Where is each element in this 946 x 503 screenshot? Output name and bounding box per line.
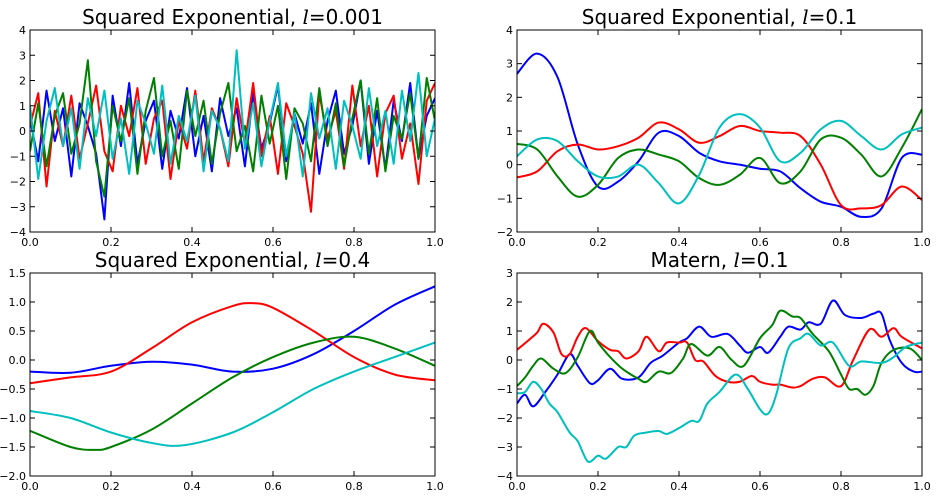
x-tick-label: 1.0: [426, 236, 444, 249]
y-tick-label: −1.0: [0, 412, 26, 425]
title-prefix: Matern,: [651, 248, 734, 272]
series-line-2: [30, 82, 435, 213]
axes-frame: [516, 272, 923, 477]
x-tick-label: 0.8: [345, 236, 363, 249]
subplot-title: Matern, l=0.1: [651, 248, 789, 272]
series-line-4: [30, 49, 435, 180]
y-tick-label: 3: [19, 49, 26, 62]
y-tick-label: 0.5: [9, 325, 27, 338]
x-tick-label: 0.4: [183, 480, 201, 493]
y-tick-label: −3: [10, 201, 26, 214]
y-tick-label: −2.0: [0, 470, 26, 483]
x-tick-label: 0.2: [102, 480, 120, 493]
subplot-title: Squared Exponential, l=0.1: [582, 5, 857, 29]
series-line-4: [517, 113, 922, 205]
series-line-1: [517, 52, 922, 219]
y-tick-label: −1: [497, 192, 513, 205]
x-tick-label: 0.0: [508, 480, 526, 493]
y-tick-label: 1: [506, 325, 513, 338]
y-tick-label: 1.5: [9, 267, 27, 280]
y-tick-label: −1: [497, 383, 513, 396]
title-value: =0.4: [322, 248, 371, 272]
x-tick-label: 0.6: [264, 480, 282, 493]
axes-frame: [29, 272, 436, 477]
title-param: l: [733, 248, 739, 272]
title-value: =0.1: [740, 248, 789, 272]
x-tick-label: 0.8: [832, 480, 850, 493]
series-line-2: [517, 322, 922, 389]
subplot-title: Squared Exponential, l=0.001: [82, 5, 383, 29]
x-tick-label: 0.6: [751, 480, 769, 493]
title-value: =0.001: [309, 5, 383, 29]
series-line-2: [517, 121, 922, 211]
y-tick-label: 3: [506, 58, 513, 71]
x-tick-label: 0.8: [345, 480, 363, 493]
title-prefix: Squared Exponential,: [95, 248, 315, 272]
y-tick-label: 2: [19, 75, 26, 88]
axes-frame: [516, 29, 923, 233]
title-value: =0.1: [809, 5, 858, 29]
y-tick-label: 1.0: [9, 296, 27, 309]
x-tick-label: 0.4: [670, 236, 688, 249]
x-tick-label: 1.0: [426, 480, 444, 493]
series-line-4: [517, 332, 922, 463]
y-tick-label: −2: [497, 412, 513, 425]
subplot-4: 0.0 0.2 0.4 0.6 0.8 1.0 −4 −3 −2 −1 0 1 2 3 Matern, l=…: [497, 248, 931, 493]
x-tick-label: 0.2: [589, 236, 607, 249]
x-tick-label: 0.2: [589, 480, 607, 493]
y-tick-label: −1: [10, 150, 26, 163]
x-tick-label: 0.6: [751, 236, 769, 249]
y-tick-label: 0.0: [9, 354, 27, 367]
subplot-1: 0.0 0.2 0.4 0.6 0.8 1.0 −4 −3 −2 −1 0 1 2 3 4 Squared E…: [10, 5, 444, 249]
x-tick-label: 0.6: [264, 236, 282, 249]
series-line-4: [30, 341, 435, 447]
x-tick-label: 0.8: [832, 236, 850, 249]
series-line-2: [30, 302, 435, 385]
y-tick-label: 2: [506, 91, 513, 104]
subplot-3: 0.0 0.2 0.4 0.6 0.8 1.0 −2.0 −1.5 −1.0 −0.5 0.0 0.5…: [0, 248, 444, 493]
y-tick-label: 4: [506, 24, 513, 37]
y-tick-label: −0.5: [0, 383, 26, 396]
x-tick-label: 0.0: [21, 480, 39, 493]
series-line-1: [30, 285, 435, 375]
title-param: l: [303, 5, 309, 29]
title-prefix: Squared Exponential,: [582, 5, 802, 29]
title-prefix: Squared Exponential,: [82, 5, 302, 29]
x-tick-label: 0.2: [102, 236, 120, 249]
title-param: l: [315, 248, 321, 272]
title-param: l: [802, 5, 808, 29]
x-tick-label: 0.4: [670, 480, 688, 493]
y-tick-label: −4: [10, 226, 26, 239]
y-tick-label: 4: [19, 24, 26, 37]
y-tick-label: −1.5: [0, 441, 26, 454]
subplot-title: Squared Exponential, l=0.4: [95, 248, 370, 272]
x-tick-label: 1.0: [913, 236, 931, 249]
y-tick-label: 1: [19, 100, 26, 113]
x-tick-label: 0.4: [183, 236, 201, 249]
x-tick-label: 0.0: [21, 236, 39, 249]
series-line-3: [30, 335, 435, 451]
y-tick-label: 3: [506, 267, 513, 280]
x-tick-label: 1.0: [913, 480, 931, 493]
y-tick-label: 0: [506, 354, 513, 367]
y-tick-label: 2: [506, 296, 513, 309]
y-tick-label: −2: [10, 176, 26, 189]
y-tick-label: −2: [497, 226, 513, 239]
series-line-1: [517, 299, 922, 408]
y-tick-label: −3: [497, 441, 513, 454]
subplot-2: 0.0 0.2 0.4 0.6 0.8 1.0 −2 −1 0 1 2 3 4 Squared Expon…: [497, 5, 931, 249]
y-tick-label: −4: [497, 470, 513, 483]
series-line-3: [517, 309, 922, 396]
y-tick-label: 0: [506, 159, 513, 172]
y-tick-label: 1: [506, 125, 513, 138]
y-tick-label: 0: [19, 125, 26, 138]
series-line-3: [517, 108, 922, 198]
x-tick-label: 0.0: [508, 236, 526, 249]
